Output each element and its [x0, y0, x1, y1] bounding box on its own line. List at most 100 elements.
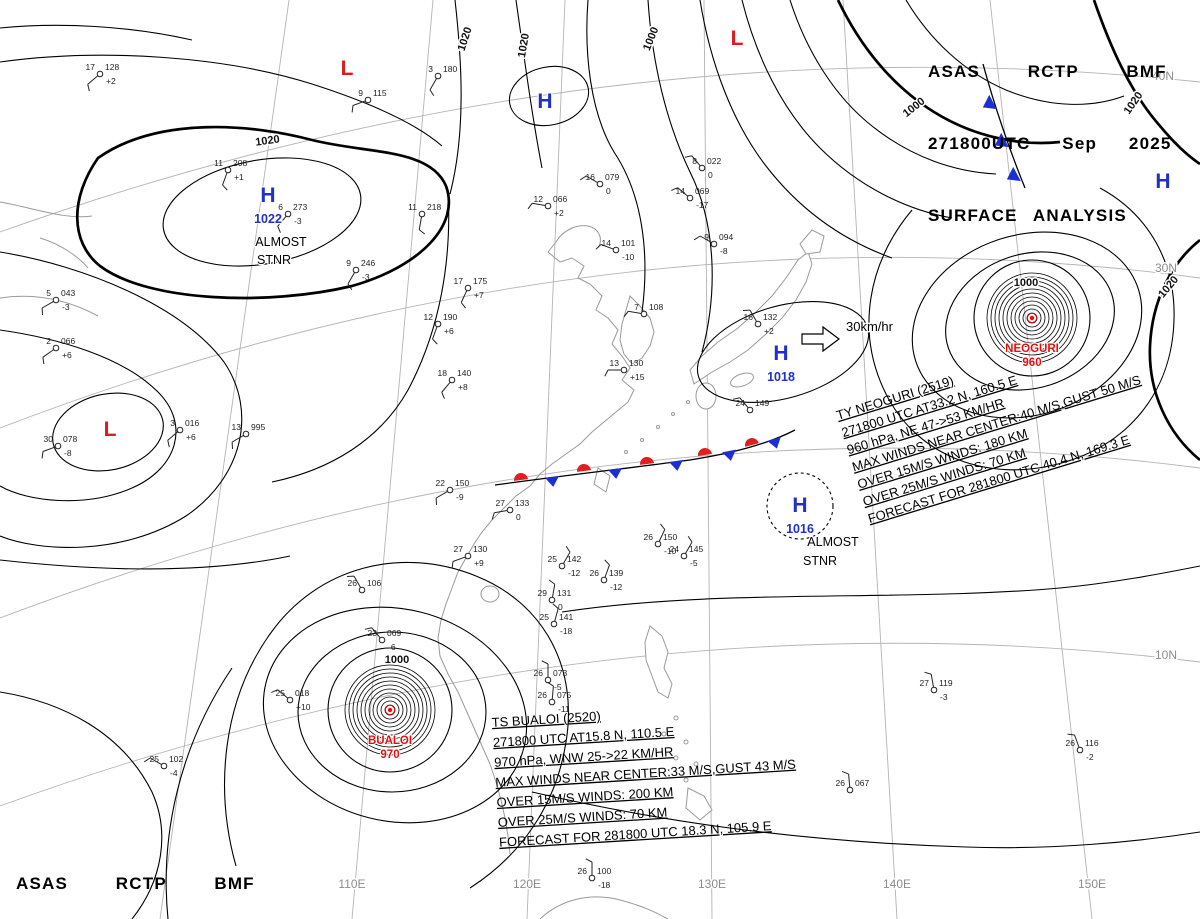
- wind-barb-icon: [41, 300, 54, 309]
- isobar-path: [647, 0, 713, 353]
- typhoon-ring-icon: [352, 672, 428, 748]
- typhoon-ring-icon: [994, 280, 1070, 356]
- station-temp: 26: [578, 866, 588, 876]
- station-temp: 2: [46, 336, 51, 346]
- wind-barb-icon: [551, 686, 554, 700]
- station-plot: 9 246 -3: [346, 258, 375, 290]
- station-temp: 24: [670, 544, 680, 554]
- station-tendency: -6: [388, 642, 396, 652]
- pressure-letter: H: [260, 184, 275, 207]
- station-plot: 9 115: [351, 88, 387, 113]
- typhoon-ring-icon: [344, 664, 436, 756]
- wind-barb-icon: [371, 627, 381, 639]
- wind-barb-tick-icon: [41, 451, 44, 459]
- station-plot: 9 094 -8: [694, 232, 733, 256]
- station-temp: 14: [602, 238, 612, 248]
- wind-barb-icon: [749, 309, 758, 322]
- station-circle-icon: [754, 320, 762, 328]
- station-pressure: 150: [663, 532, 677, 542]
- wind-barb-tick-icon: [732, 397, 740, 400]
- wind-barb-tick-icon: [687, 536, 693, 543]
- station-pressure: 190: [443, 312, 457, 322]
- graticule-label: 10N: [1155, 648, 1177, 662]
- station-pressure: 130: [629, 358, 643, 368]
- station-plot: 22 150 -9: [436, 478, 469, 506]
- pressure-center-l: L: [102, 417, 118, 443]
- wind-barb-tick-icon: [87, 84, 90, 92]
- station-pressure: 022: [707, 156, 721, 166]
- station-circle-icon: [930, 686, 938, 694]
- isobar-path: [271, 189, 450, 483]
- map-text: ALMOST: [255, 235, 307, 249]
- wind-barb-icon: [848, 774, 851, 788]
- wind-barb-tick-icon: [222, 184, 228, 191]
- typhoon-ring-icon: [380, 700, 400, 720]
- isobar-path: [699, 0, 893, 259]
- isobar-path: [0, 329, 177, 502]
- station-temp: 26: [348, 578, 358, 588]
- station-tendency: -2: [1086, 752, 1094, 762]
- station-pressure: 116: [1085, 738, 1099, 748]
- neoguri-info-block: TY NEOGURI (2519)271800 UTC AT33.2 N, 16…: [834, 372, 1142, 526]
- station-pressure: 273: [293, 202, 307, 212]
- station-plot: 29 131 0: [538, 579, 571, 612]
- station-tendency: 0: [558, 602, 563, 612]
- isobar-path: [945, 251, 1115, 391]
- station-temp: 5: [46, 288, 51, 298]
- graticule-label: 110E: [338, 877, 365, 891]
- station-pressure: 108: [649, 302, 663, 312]
- station-pressure: 016: [185, 418, 199, 428]
- wind-barb-tick-icon: [1067, 733, 1075, 736]
- pressure-letter: L: [731, 27, 744, 50]
- station-pressure: 066: [61, 336, 75, 346]
- wind-barb-icon: [149, 757, 162, 766]
- station-circle-icon: [358, 586, 366, 594]
- station-pressure: 069: [387, 628, 401, 638]
- station-plot: 14 069 -17: [671, 186, 709, 210]
- station-plot: 11 208 +1: [214, 158, 247, 191]
- station-plot: 18 140 +8: [438, 368, 471, 399]
- station-tendency: -18: [560, 626, 573, 636]
- station-tendency: -8: [720, 246, 728, 256]
- wind-barb-icon: [460, 290, 468, 303]
- station-circle-icon: [418, 210, 426, 218]
- pressure-value: 1018: [767, 370, 795, 384]
- station-pressure: 079: [605, 172, 619, 182]
- station-plot: 17 175 +7: [454, 276, 487, 309]
- wind-barb-icon: [452, 556, 466, 562]
- coastline-path: [0, 201, 93, 218]
- cold-front-symbol: [767, 436, 784, 451]
- station-temp: 9: [704, 232, 709, 242]
- station-tendency: -10: [664, 546, 677, 556]
- wind-barb-icon: [551, 584, 556, 598]
- graticule-label: 130E: [698, 877, 726, 891]
- pressure-letter: L: [104, 418, 117, 441]
- wind-barb-icon: [222, 172, 228, 186]
- station-pressure: 141: [559, 612, 573, 622]
- station-tendency: -4: [170, 768, 178, 778]
- station-tendency: +1: [234, 172, 244, 182]
- wind-barb-tick-icon: [541, 660, 549, 665]
- wind-barb-tick-icon: [429, 89, 435, 96]
- coastline-path: [555, 225, 601, 249]
- station-tendency: +8: [458, 382, 468, 392]
- title-line: ASAS RCTP BMF: [16, 874, 255, 893]
- map-text: STNR: [803, 554, 837, 568]
- station-temp: 26: [836, 778, 846, 788]
- station-temp: 26: [590, 568, 600, 578]
- station-tendency: -3: [62, 302, 70, 312]
- wind-barb-icon: [604, 564, 610, 578]
- station-plot: 26 106: [346, 575, 381, 594]
- station-pressure: 094: [719, 232, 733, 242]
- isobar-value-label: 1020: [1156, 274, 1181, 300]
- pressure-value: 1016: [786, 522, 814, 536]
- pressure-center-h: H 1018: [766, 341, 796, 386]
- station-temp: 11: [214, 158, 223, 168]
- pressure-letter: H: [792, 494, 807, 517]
- graticule-label: 30N: [1155, 261, 1177, 275]
- station-circle-icon: [52, 344, 60, 352]
- station-tendency: -9: [456, 492, 464, 502]
- station-pressure: 115: [373, 88, 387, 98]
- wind-barb-tick-icon: [565, 546, 571, 553]
